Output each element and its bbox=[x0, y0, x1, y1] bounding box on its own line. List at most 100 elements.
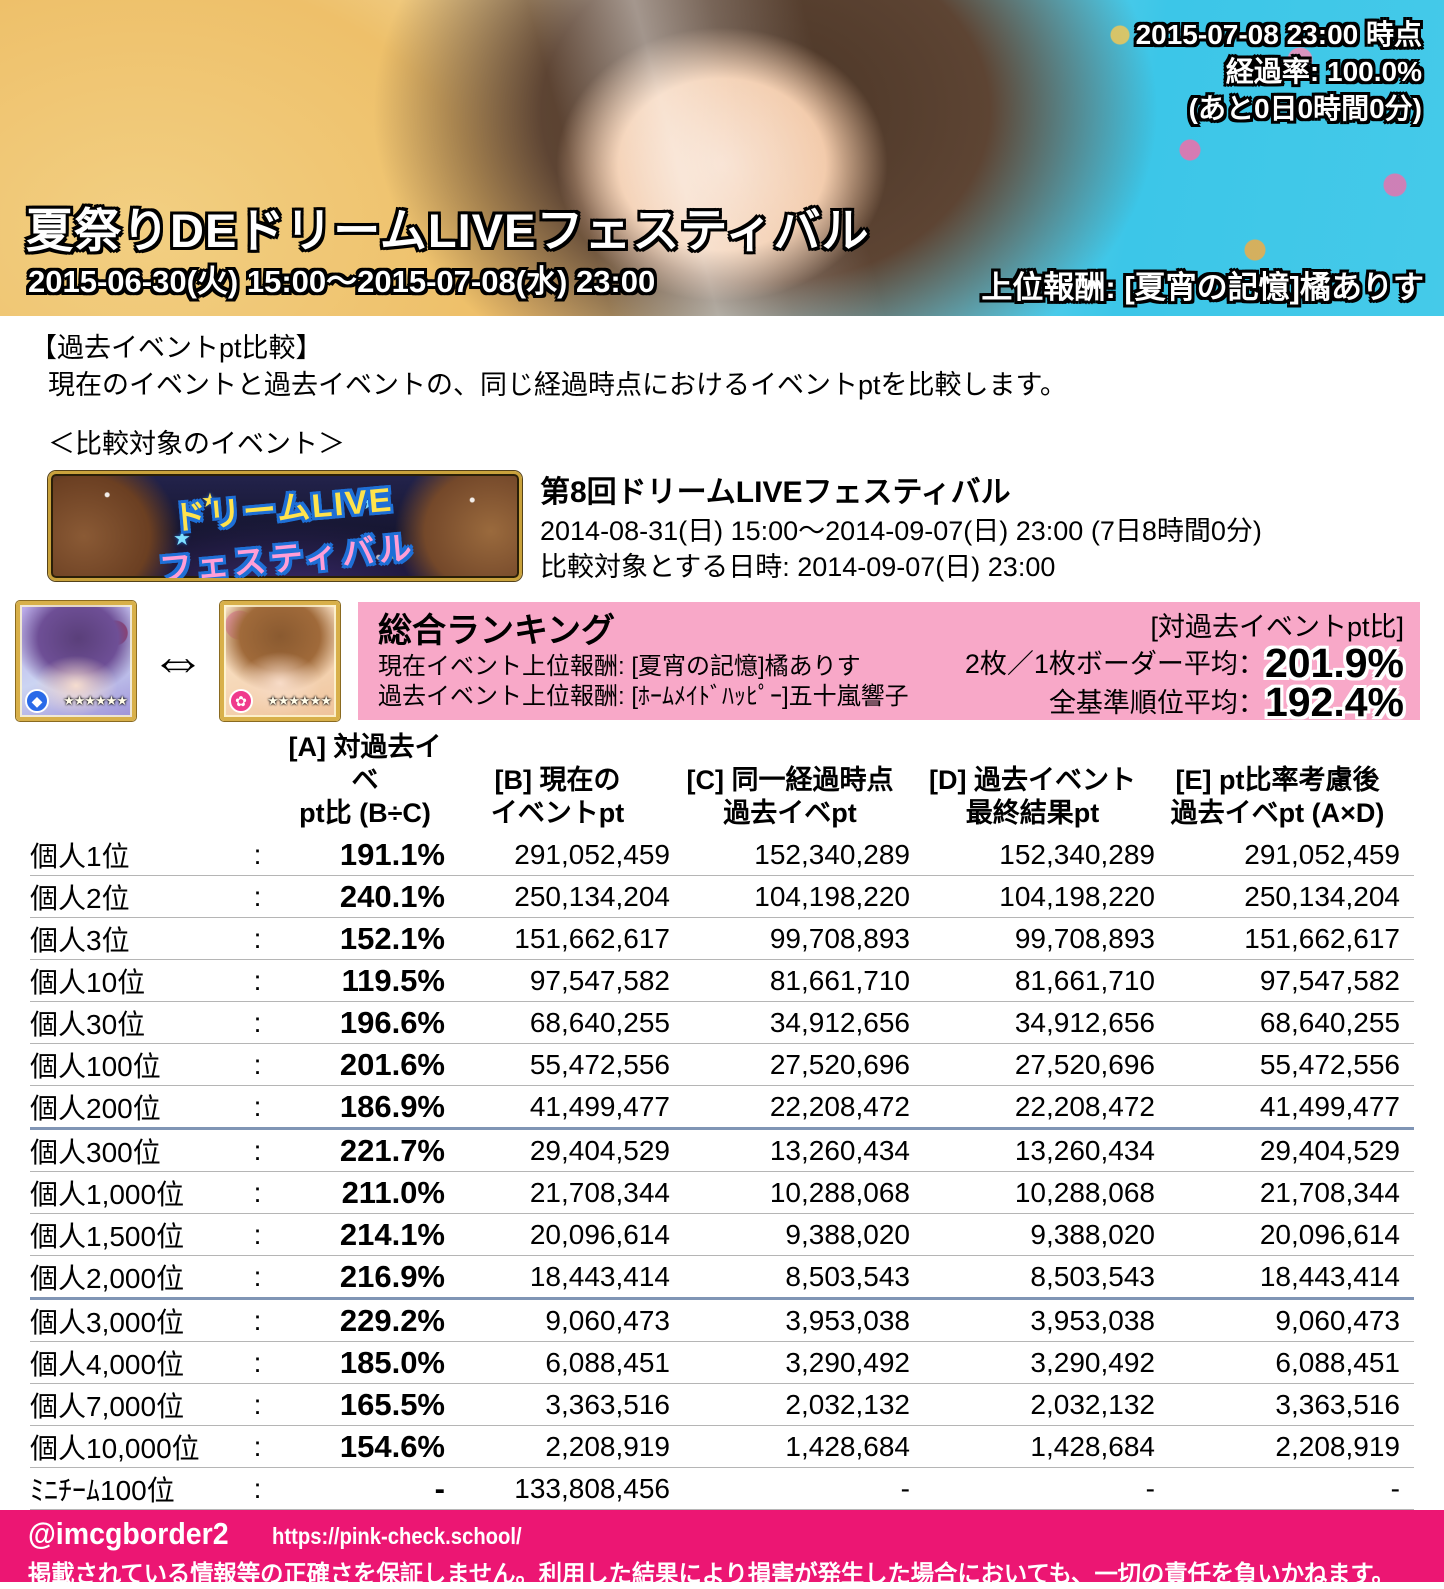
table-row: 個人3,000位: 229.2% 9,060,473 3,953,038 3,953,0… bbox=[30, 1300, 1414, 1342]
past-event-final-pt: 13,260,434 bbox=[1014, 1134, 1155, 1166]
flower-attribute-icon: ✿ bbox=[229, 689, 253, 713]
ratio-value: 211.0% bbox=[341, 1174, 445, 1210]
past-event-pt-same-elapsed: 3,953,038 bbox=[785, 1304, 910, 1336]
current-event-pt: 151,662,617 bbox=[514, 922, 670, 954]
colon: : bbox=[253, 1430, 262, 1462]
current-event-pt: 2,208,919 bbox=[545, 1430, 670, 1462]
colon: : bbox=[253, 1388, 262, 1420]
col-header-d: [D] 過去イベント 最終結果pt bbox=[929, 765, 1136, 828]
section-title: 【過去イベントpt比較】 bbox=[30, 333, 323, 363]
colon: : bbox=[253, 1090, 262, 1122]
summary-title: 総合ランキング bbox=[378, 612, 615, 650]
adjusted-past-event-pt: 41,499,477 bbox=[1259, 1090, 1400, 1122]
ratio-header: [対過去イベントpt比] bbox=[1150, 612, 1404, 642]
adjusted-past-event-pt: 97,547,582 bbox=[1259, 964, 1400, 996]
past-event-final-pt: 34,912,656 bbox=[1014, 1006, 1155, 1038]
sparkle-icon: ★ bbox=[201, 490, 219, 512]
table-body: 個人1位: 191.1% 291,052,459 152,340,289 152,340… bbox=[30, 834, 1414, 1510]
status-remaining: (あと0日0時間0分) bbox=[1188, 93, 1422, 124]
row-label: 個人30位 bbox=[30, 1008, 146, 1040]
table-header-row: [A] 対過去イベ pt比 (B÷C) [B] 現在の イベントpt [C] 同一経過時… bbox=[30, 731, 1414, 834]
adjusted-past-event-pt: 151,662,617 bbox=[1244, 922, 1400, 954]
adjusted-past-event-pt: 21,708,344 bbox=[1259, 1176, 1400, 1208]
table-row: ﾐﾆﾁｰﾑ100位: - 133,808,456 - - - bbox=[30, 1468, 1414, 1510]
adjusted-past-event-pt: 20,096,614 bbox=[1259, 1218, 1400, 1250]
table-row: 個人1位: 191.1% 291,052,459 152,340,289 152,340… bbox=[30, 834, 1414, 876]
row-label: 個人10位 bbox=[30, 966, 146, 998]
table-row: 個人300位: 221.7% 29,404,529 13,260,434 13,260,… bbox=[30, 1130, 1414, 1172]
ratio-value: 196.6% bbox=[339, 1004, 445, 1040]
all-average-value: 192.4% bbox=[1264, 679, 1404, 725]
ratio-value: 152.1% bbox=[339, 920, 445, 956]
ratio-value: 191.1% bbox=[339, 836, 445, 872]
adjusted-past-event-pt: 291,052,459 bbox=[1244, 838, 1400, 870]
cute-attribute-icon: ◆ bbox=[25, 689, 49, 713]
adjusted-past-event-pt: 18,443,414 bbox=[1259, 1260, 1400, 1292]
current-event-pt: 291,052,459 bbox=[514, 838, 670, 870]
adjusted-past-event-pt: 3,363,516 bbox=[1275, 1388, 1400, 1420]
colon: : bbox=[253, 1472, 262, 1504]
table-row: 個人10位: 119.5% 97,547,582 81,661,710 81,661,7… bbox=[30, 960, 1414, 1002]
past-event-pt-same-elapsed: 152,340,289 bbox=[754, 838, 910, 870]
past-event-final-pt: 3,290,492 bbox=[1030, 1346, 1155, 1378]
event-top-reward: 上位報酬: [夏宵の記憶]橘ありす bbox=[981, 270, 1424, 305]
past-event-pt-same-elapsed: 13,260,434 bbox=[769, 1134, 910, 1166]
current-card-avatar: ◆ ★★★★★★ bbox=[16, 601, 136, 721]
past-event-pt-same-elapsed: 34,912,656 bbox=[769, 1006, 910, 1038]
card-footer: ✿ ★★★★★★ bbox=[224, 689, 336, 713]
current-event-pt: 6,088,451 bbox=[545, 1346, 670, 1378]
table-row: 個人1,000位: 211.0% 21,708,344 10,288,068 10,28… bbox=[30, 1172, 1414, 1214]
past-event-name: 第8回ドリームLIVEフェスティバル bbox=[540, 476, 1011, 509]
card-footer: ◆ ★★★★★★ bbox=[20, 689, 132, 713]
past-event-pt-same-elapsed: 99,708,893 bbox=[769, 922, 910, 954]
current-event-pt: 9,060,473 bbox=[545, 1304, 670, 1336]
past-event-banner-text: ドリームLIVE フェスティバル bbox=[51, 474, 519, 578]
table-row: 個人2,000位: 216.9% 18,443,414 8,503,543 8,503,… bbox=[30, 1256, 1414, 1300]
sparkle-icon: ★ bbox=[361, 492, 379, 514]
status-timestamp: 2015-07-08 23:00 時点 bbox=[1135, 19, 1422, 50]
row-label: 個人1,500位 bbox=[30, 1220, 185, 1252]
adjusted-past-event-pt: 9,060,473 bbox=[1275, 1304, 1400, 1336]
twitter-handle: @imcgborder2 bbox=[28, 1516, 229, 1551]
current-event-pt: 20,096,614 bbox=[529, 1218, 670, 1250]
ratio-value: 185.0% bbox=[339, 1344, 445, 1380]
comparison-intro: 【過去イベントpt比較】 現在のイベントと過去イベントの、同じ経過時点におけるイ… bbox=[30, 330, 1444, 463]
current-event-pt: 68,640,255 bbox=[529, 1006, 670, 1038]
table-row: 個人100位: 201.6% 55,472,556 27,520,696 27,520,… bbox=[30, 1044, 1414, 1086]
past-reward-line: 過去イベント上位報酬: [ﾎｰﾑﾒｲﾄﾞﾊｯﾋﾟｰ]五十嵐響子 bbox=[378, 683, 909, 710]
past-event-final-pt: 9,388,020 bbox=[1030, 1218, 1155, 1250]
row-label: 個人3位 bbox=[30, 924, 130, 956]
past-event-pt-same-elapsed: 8,503,543 bbox=[785, 1260, 910, 1292]
colon: : bbox=[253, 1006, 262, 1038]
table-row: 個人30位: 196.6% 68,640,255 34,912,656 34,912,6… bbox=[30, 1002, 1414, 1044]
border-average-label: 2枚／1枚ボーダー平均： bbox=[964, 649, 1265, 679]
colon: : bbox=[253, 964, 262, 996]
ratio-value: 186.9% bbox=[339, 1088, 445, 1124]
col-header-c: [C] 同一経過時点 過去イベpt bbox=[686, 765, 894, 828]
rarity-stars: ★★★★★★ bbox=[267, 693, 332, 708]
event-title: 夏祭りDEドリームLIVEフェスティバル bbox=[26, 204, 870, 257]
past-event-pt-same-elapsed: 27,520,696 bbox=[769, 1048, 910, 1080]
row-label: 個人300位 bbox=[30, 1136, 161, 1168]
past-event-final-pt: 81,661,710 bbox=[1014, 964, 1155, 996]
all-average-label: 全基準順位平均： bbox=[1048, 688, 1265, 718]
row-label: 個人1位 bbox=[30, 840, 130, 872]
row-label: 個人100位 bbox=[30, 1050, 161, 1082]
current-event-pt: 29,404,529 bbox=[529, 1134, 670, 1166]
row-label: 個人200位 bbox=[30, 1092, 161, 1124]
site-url-link[interactable]: https://pink-check.school/ bbox=[272, 1523, 522, 1549]
current-event-pt: 133,808,456 bbox=[514, 1472, 670, 1504]
past-event-pt-same-elapsed: - bbox=[900, 1472, 910, 1504]
row-label: ﾐﾆﾁｰﾑ100位 bbox=[30, 1474, 175, 1506]
adjusted-past-event-pt: 29,404,529 bbox=[1259, 1134, 1400, 1166]
colon: : bbox=[253, 922, 262, 954]
border-average-value: 201.9% bbox=[1264, 640, 1404, 686]
ranking-comparison-table: [A] 対過去イベ pt比 (B÷C) [B] 現在の イベントpt [C] 同一経過時… bbox=[30, 731, 1414, 1510]
past-event-final-pt: - bbox=[1145, 1472, 1155, 1504]
col-header-a: [A] 対過去イベ pt比 (B÷C) bbox=[288, 732, 442, 828]
ratio-value: 216.9% bbox=[339, 1258, 445, 1294]
past-event-final-pt: 104,198,220 bbox=[999, 880, 1155, 912]
colon: : bbox=[253, 1346, 262, 1378]
past-event-pt-same-elapsed: 81,661,710 bbox=[769, 964, 910, 996]
